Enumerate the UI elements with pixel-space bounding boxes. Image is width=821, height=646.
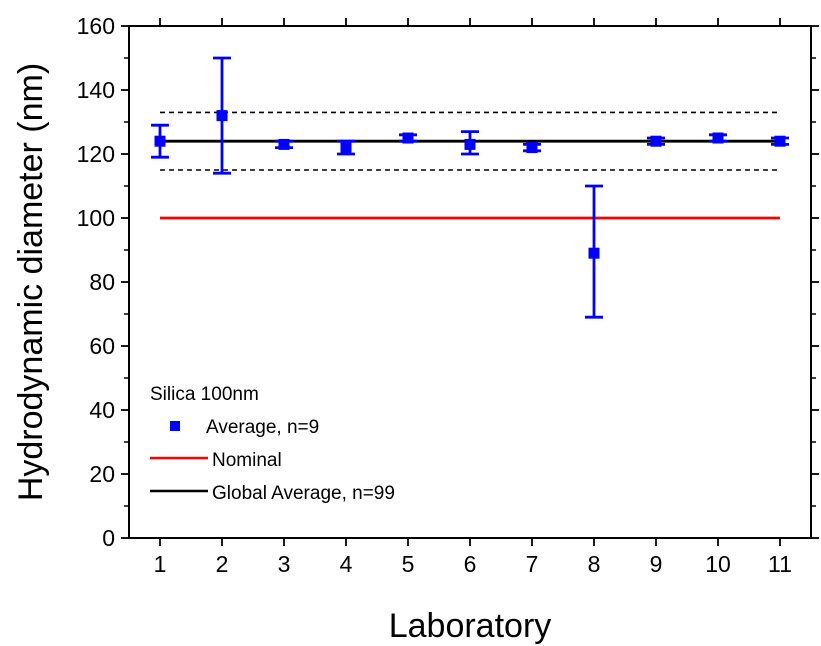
axis-ticks — [121, 18, 819, 546]
data-point-lab-9 — [650, 135, 662, 147]
data-point-lab-6 — [464, 138, 476, 150]
data-point-lab-10 — [712, 132, 724, 144]
x-tick-label-1: 1 — [154, 551, 167, 577]
legend-title: Silica 100nm — [150, 384, 259, 405]
x-tick-label-8: 8 — [588, 551, 601, 577]
y-tick-label-100: 100 — [77, 205, 115, 231]
data-markers — [154, 110, 786, 259]
y-tick-label-120: 120 — [77, 141, 115, 167]
x-tick-label-11: 11 — [768, 551, 792, 577]
x-tick-label-5: 5 — [402, 551, 415, 577]
data-point-lab-8 — [588, 247, 600, 259]
x-tick-label-10: 10 — [705, 551, 731, 577]
x-tick-label-4: 4 — [340, 551, 353, 577]
data-point-lab-4 — [340, 142, 352, 154]
data-point-lab-3 — [278, 138, 290, 150]
x-tick-label-2: 2 — [216, 551, 229, 577]
data-point-lab-5 — [402, 132, 414, 144]
error-bars — [151, 56, 789, 319]
legend: Silica 100nm Average, n=9 Nominal Global… — [150, 384, 395, 504]
y-axis-title: Hydrodynamic diameter (nm) — [12, 63, 50, 501]
legend-entry-nominal: Nominal — [212, 450, 282, 471]
data-point-lab-2 — [216, 110, 228, 122]
y-tick-labels: 0 20 40 60 80 100 120 140 160 — [77, 13, 115, 551]
y-tick-label-40: 40 — [89, 397, 115, 423]
reference-lines — [160, 111, 780, 220]
y-tick-label-0: 0 — [102, 525, 115, 551]
x-tick-label-6: 6 — [464, 551, 477, 577]
y-tick-label-160: 160 — [77, 13, 115, 39]
y-tick-label-80: 80 — [89, 269, 115, 295]
legend-entry-average: Average, n=9 — [206, 417, 319, 438]
x-tick-labels: 1 2 3 4 5 6 7 8 9 10 11 — [154, 551, 792, 577]
y-tick-label-140: 140 — [77, 77, 115, 103]
x-tick-label-3: 3 — [278, 551, 291, 577]
y-tick-label-60: 60 — [89, 333, 115, 359]
y-tick-label-20: 20 — [89, 461, 115, 487]
x-tick-label-9: 9 — [650, 551, 663, 577]
data-point-lab-1 — [154, 135, 166, 147]
legend-entry-global-average: Global Average, n=99 — [212, 483, 395, 504]
legend-marker-average — [170, 421, 180, 431]
data-point-lab-7 — [526, 142, 538, 154]
x-tick-label-7: 7 — [526, 551, 539, 577]
x-axis-title: Laboratory — [389, 607, 552, 645]
data-point-lab-11 — [774, 135, 786, 147]
